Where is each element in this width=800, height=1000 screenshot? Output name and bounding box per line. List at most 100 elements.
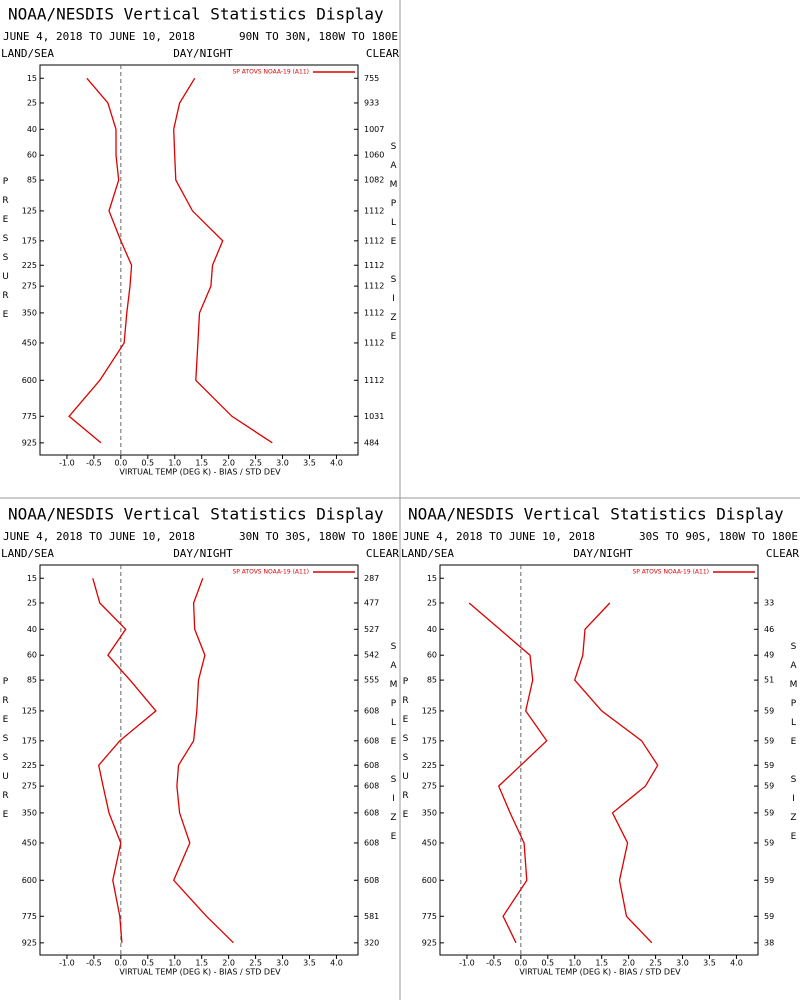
sample-size-label: 608 [364, 736, 379, 745]
x-tick-label: 2.5 [649, 959, 662, 968]
x-tick-label: 0.0 [114, 459, 127, 468]
x-tick-label: 1.5 [195, 959, 208, 968]
sample-size-label: 46 [764, 625, 774, 634]
x-tick-label: -1.0 [59, 959, 75, 968]
x-tick-label: 1.0 [168, 959, 181, 968]
y-tick-label: 40 [427, 625, 437, 634]
date-range: JUNE 4, 2018 TO JUNE 10, 2018 [3, 530, 195, 543]
y-tick-label: 175 [22, 236, 37, 245]
std-dev-line [573, 602, 659, 944]
y-tick-label: 175 [422, 736, 437, 745]
sample-size-label: 608 [364, 808, 379, 817]
region: 90N TO 30N, 180W TO 180E [239, 30, 398, 43]
y-axis-label: PRESSURE [1, 677, 11, 829]
sample-size-label: 1112 [364, 206, 384, 215]
x-tick-label: 1.5 [595, 959, 608, 968]
sample-size-label: 608 [364, 761, 379, 770]
x-tick-label: 3.5 [703, 959, 716, 968]
y-tick-label: 925 [22, 438, 37, 447]
x-tick-label: 0.5 [141, 959, 154, 968]
sample-size-label: 51 [764, 676, 774, 685]
y-tick-label: 175 [22, 736, 37, 745]
y-tick-label: 15 [427, 574, 437, 583]
x-tick-label: 0.5 [141, 459, 154, 468]
panel: NOAA/NESDIS Vertical Statistics Display J… [1, 505, 400, 977]
sample-size-label: 59 [764, 838, 774, 847]
sample-size-label: 608 [364, 876, 379, 885]
y2-axis-label: SAMPLE SIZE [789, 642, 799, 851]
y2-axis-label: SAMPLE SIZE [389, 642, 399, 851]
sample-size-label: 477 [364, 598, 379, 607]
x-tick-label: 2.5 [249, 959, 262, 968]
y-tick-label: 600 [22, 876, 37, 885]
x-tick-label: 2.0 [222, 459, 235, 468]
y-tick-label: 40 [27, 625, 37, 634]
sample-size-label: 1112 [364, 308, 384, 317]
std-dev-line [172, 578, 234, 944]
sample-size-label: 49 [764, 651, 774, 660]
region: 30N TO 30S, 180W TO 180E [239, 530, 398, 543]
x-tick-label: 3.5 [303, 459, 316, 468]
clear: CLEAR [766, 547, 799, 560]
sample-size-label: 1082 [364, 176, 384, 185]
sample-size-label: 542 [364, 651, 379, 660]
y-tick-label: 450 [22, 838, 37, 847]
y-tick-label: 600 [422, 876, 437, 885]
sample-size-label: 1031 [364, 412, 384, 421]
y-tick-label: 15 [27, 74, 37, 83]
chart-title: NOAA/NESDIS Vertical Statistics Display [8, 5, 384, 24]
x-tick-label: 4.0 [330, 459, 343, 468]
y-tick-label: 275 [22, 282, 37, 291]
sample-size-label: 1112 [364, 338, 384, 347]
sample-size-label: 1112 [364, 282, 384, 291]
x-tick-label: -0.5 [86, 959, 102, 968]
y-tick-label: 275 [22, 782, 37, 791]
x-tick-label: 1.5 [195, 459, 208, 468]
y-tick-label: 600 [22, 376, 37, 385]
land-sea: LAND/SEA [1, 47, 54, 60]
sample-size-label: 59 [764, 761, 774, 770]
bias-line [92, 578, 157, 943]
sample-size-label: 755 [364, 74, 379, 83]
x-tick-label: 2.0 [222, 959, 235, 968]
x-axis-label: VIRTUAL TEMP (DEG K) - BIAS / STD DEV [519, 968, 681, 977]
x-tick-label: -0.5 [486, 959, 502, 968]
y-tick-label: 15 [27, 574, 37, 583]
land-sea: LAND/SEA [401, 547, 454, 560]
bias-line [468, 602, 548, 944]
sample-size-label: 1112 [364, 376, 384, 385]
y-tick-label: 775 [22, 412, 37, 421]
sample-size-label: 581 [364, 912, 379, 921]
x-tick-label: 3.0 [676, 959, 689, 968]
y-tick-label: 85 [427, 676, 437, 685]
plot-frame [39, 64, 359, 456]
bias-line [68, 77, 133, 444]
sample-size-label: 527 [364, 625, 379, 634]
legend-label: SP ATOVS NOAA-19 (A11) [232, 569, 309, 576]
sample-size-label: 59 [764, 912, 774, 921]
y-tick-label: 125 [22, 706, 37, 715]
std-dev-line [173, 77, 273, 444]
chart-title: NOAA/NESDIS Vertical Statistics Display [8, 505, 384, 524]
sample-size-label: 320 [364, 938, 379, 947]
y-axis-label: PRESSURE [401, 677, 411, 829]
y-tick-label: 125 [22, 206, 37, 215]
sample-size-label: 59 [764, 808, 774, 817]
x-tick-label: 1.0 [568, 959, 581, 968]
plot-frame [439, 564, 759, 956]
sample-size-label: 484 [364, 438, 379, 447]
panel: NOAA/NESDIS Vertical Statistics Display J… [401, 505, 800, 977]
sample-size-label: 59 [764, 782, 774, 791]
y-tick-label: 60 [27, 651, 37, 660]
sample-size-label: 608 [364, 782, 379, 791]
x-tick-label: 0.0 [514, 959, 527, 968]
y-tick-label: 925 [422, 938, 437, 947]
sample-size-label: 1007 [364, 125, 384, 134]
x-tick-label: 1.0 [168, 459, 181, 468]
x-axis-label: VIRTUAL TEMP (DEG K) - BIAS / STD DEV [119, 468, 281, 477]
y-tick-label: 450 [422, 838, 437, 847]
sample-size-label: 555 [364, 676, 379, 685]
y-tick-label: 350 [22, 808, 37, 817]
y-tick-label: 85 [27, 176, 37, 185]
